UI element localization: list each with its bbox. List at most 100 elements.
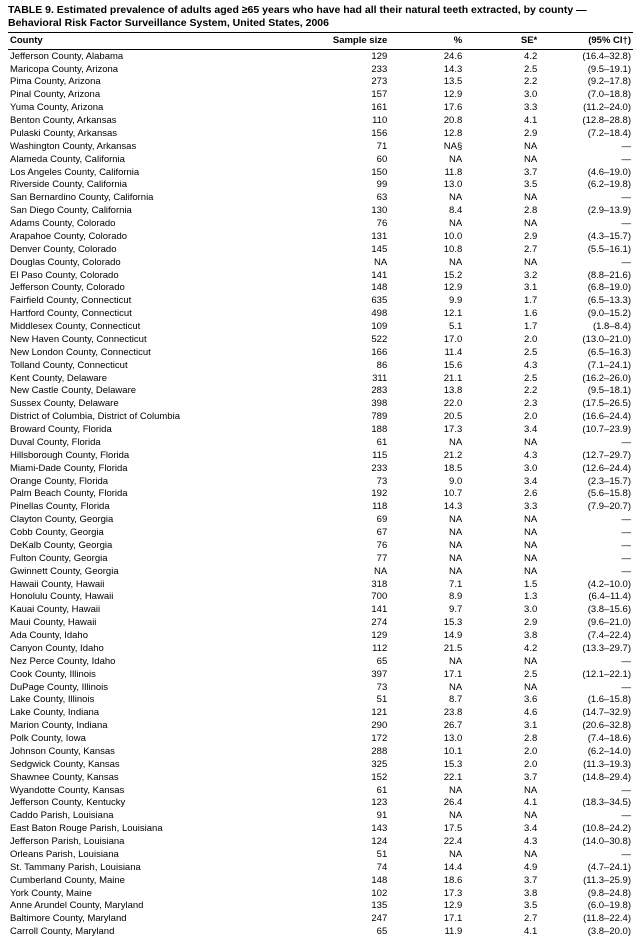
cell-pct: 12.9: [389, 900, 464, 913]
cell-sample: 141: [308, 604, 389, 617]
cell-pct: 13.8: [389, 385, 464, 398]
cell-pct: 22.4: [389, 836, 464, 849]
cell-se: 2.5: [464, 346, 539, 359]
cell-sample: 99: [308, 179, 389, 192]
cell-se: 3.7: [464, 771, 539, 784]
cell-ci: —: [539, 192, 633, 205]
cell-pct: 14.9: [389, 630, 464, 643]
cell-pct: 17.1: [389, 913, 464, 926]
cell-ci: (10.7–23.9): [539, 424, 633, 437]
cell-county: Duval County, Florida: [8, 436, 308, 449]
cell-county: New Haven County, Connecticut: [8, 333, 308, 346]
cell-ci: (6.5–16.3): [539, 346, 633, 359]
cell-county: Jefferson County, Kentucky: [8, 797, 308, 810]
cell-county: San Bernardino County, California: [8, 192, 308, 205]
cell-ci: (9.5–18.1): [539, 385, 633, 398]
cell-pct: 9.7: [389, 604, 464, 617]
cell-county: Carroll County, Maryland: [8, 926, 308, 939]
cell-pct: 10.7: [389, 488, 464, 501]
cell-sample: 233: [308, 462, 389, 475]
cell-ci: (6.8–19.0): [539, 282, 633, 295]
cell-county: Lake County, Illinois: [8, 694, 308, 707]
cell-se: 4.1: [464, 926, 539, 939]
cell-sample: 148: [308, 282, 389, 295]
cell-sample: 161: [308, 102, 389, 115]
cell-county: District of Columbia, District of Columb…: [8, 411, 308, 424]
cell-pct: 8.4: [389, 205, 464, 218]
cell-se: 4.2: [464, 642, 539, 655]
table-row: Honolulu County, Hawaii7008.91.3(6.4–11.…: [8, 591, 633, 604]
cell-county: Kent County, Delaware: [8, 372, 308, 385]
table-row: Marion County, Indiana29026.73.1(20.6–32…: [8, 720, 633, 733]
col-county: County: [8, 33, 308, 50]
cell-ci: (13.0–21.0): [539, 333, 633, 346]
cell-sample: 65: [308, 926, 389, 939]
cell-se: 2.9: [464, 230, 539, 243]
cell-se: 2.9: [464, 127, 539, 140]
table-row: Ada County, Idaho12914.93.8(7.4–22.4): [8, 630, 633, 643]
table-row: Kauai County, Hawaii1419.73.0(3.8–15.6): [8, 604, 633, 617]
cell-sample: 145: [308, 243, 389, 256]
cell-pct: 24.6: [389, 50, 464, 63]
cell-pct: 10.1: [389, 745, 464, 758]
cell-sample: 131: [308, 230, 389, 243]
cell-pct: 7.1: [389, 578, 464, 591]
cell-county: Miami-Dade County, Florida: [8, 462, 308, 475]
table-row: Johnson County, Kansas28810.12.0(6.2–14.…: [8, 745, 633, 758]
cell-se: 4.1: [464, 797, 539, 810]
cell-ci: (11.8–22.4): [539, 913, 633, 926]
cell-ci: (20.6–32.8): [539, 720, 633, 733]
cell-ci: (12.1–22.1): [539, 668, 633, 681]
cell-county: Johnson County, Kansas: [8, 745, 308, 758]
cell-se: 2.0: [464, 758, 539, 771]
table-row: Cumberland County, Maine14818.63.7(11.3–…: [8, 874, 633, 887]
cell-se: NA: [464, 655, 539, 668]
cell-se: 3.8: [464, 887, 539, 900]
table-row: Cobb County, Georgia67NANA—: [8, 527, 633, 540]
cell-county: Orleans Parish, Louisiana: [8, 848, 308, 861]
cell-county: Kauai County, Hawaii: [8, 604, 308, 617]
table-row: Jefferson County, Colorado14812.93.1(6.8…: [8, 282, 633, 295]
cell-pct: NA: [389, 153, 464, 166]
cell-county: York County, Maine: [8, 887, 308, 900]
cell-sample: 789: [308, 411, 389, 424]
cell-se: NA: [464, 218, 539, 231]
table-row: Baltimore County, Maryland24717.12.7(11.…: [8, 913, 633, 926]
cell-pct: 14.4: [389, 861, 464, 874]
table-row: Canyon County, Idaho11221.54.2(13.3–29.7…: [8, 642, 633, 655]
table-row: St. Tammany Parish, Louisiana7414.44.9(4…: [8, 861, 633, 874]
cell-se: 3.3: [464, 102, 539, 115]
table-row: Benton County, Arkansas11020.84.1(12.8–2…: [8, 115, 633, 128]
cell-sample: 157: [308, 89, 389, 102]
cell-sample: 118: [308, 501, 389, 514]
cell-pct: NA: [389, 552, 464, 565]
cell-pct: 9.0: [389, 475, 464, 488]
cell-ci: —: [539, 514, 633, 527]
cell-sample: 76: [308, 539, 389, 552]
cell-county: Marion County, Indiana: [8, 720, 308, 733]
cell-county: Adams County, Colorado: [8, 218, 308, 231]
cell-se: NA: [464, 565, 539, 578]
cell-pct: 20.8: [389, 115, 464, 128]
cell-se: 3.0: [464, 604, 539, 617]
cell-sample: 51: [308, 848, 389, 861]
cell-county: Denver County, Colorado: [8, 243, 308, 256]
table-row: Palm Beach County, Florida19210.72.6(5.6…: [8, 488, 633, 501]
cell-se: NA: [464, 810, 539, 823]
cell-county: Los Angeles County, California: [8, 166, 308, 179]
cell-ci: (7.4–18.6): [539, 733, 633, 746]
cell-se: NA: [464, 192, 539, 205]
cell-ci: (11.3–25.9): [539, 874, 633, 887]
cell-pct: 21.1: [389, 372, 464, 385]
cell-ci: (7.4–22.4): [539, 630, 633, 643]
cell-county: Cook County, Illinois: [8, 668, 308, 681]
cell-sample: 318: [308, 578, 389, 591]
cell-sample: 156: [308, 127, 389, 140]
cell-ci: (9.5–19.1): [539, 63, 633, 76]
cell-pct: 11.4: [389, 346, 464, 359]
cell-pct: 11.9: [389, 926, 464, 939]
cell-pct: NA: [389, 218, 464, 231]
cell-county: Pulaski County, Arkansas: [8, 127, 308, 140]
cell-se: 1.5: [464, 578, 539, 591]
cell-sample: 51: [308, 694, 389, 707]
